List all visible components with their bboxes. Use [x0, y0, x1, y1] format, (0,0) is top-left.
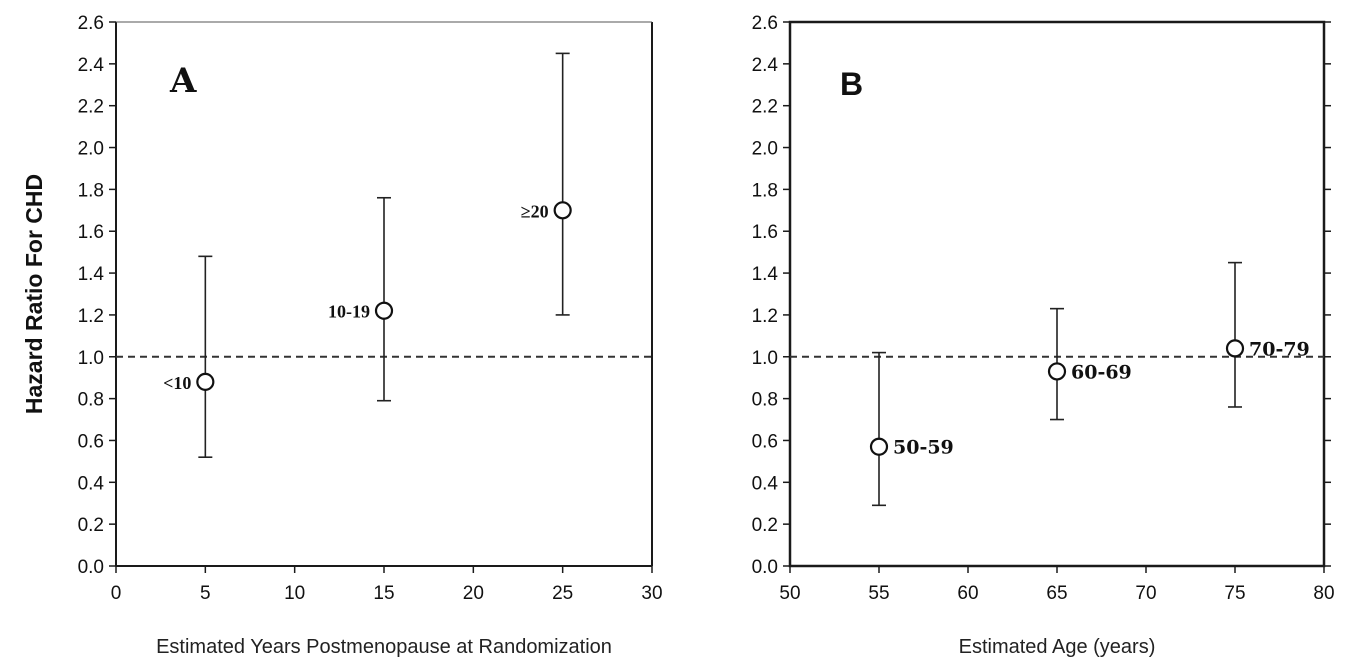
x-tick-label: 5 — [200, 583, 211, 604]
y-tick-label: 2.2 — [752, 97, 778, 118]
x-axis-title: Estimated Years Postmenopause at Randomi… — [156, 636, 612, 658]
y-tick-label: 2.0 — [752, 139, 778, 160]
data-point — [553, 201, 572, 220]
y-tick-label: 1.8 — [752, 180, 778, 201]
y-tick-label: 1.4 — [752, 264, 779, 285]
y-tick-label: 1.0 — [752, 348, 778, 369]
point-label: 50-59 — [893, 437, 954, 459]
data-point — [869, 437, 889, 456]
x-tick-label: 10 — [284, 583, 305, 604]
y-tick-label: 2.6 — [78, 13, 104, 34]
y-tick-label: 1.8 — [78, 180, 104, 201]
y-tick-label: 2.6 — [752, 13, 778, 34]
x-tick-label: 70 — [1135, 583, 1156, 604]
y-tick-label: 1.6 — [78, 222, 104, 243]
y-tick-label: 2.4 — [78, 55, 105, 76]
y-tick-label: 0.4 — [752, 473, 779, 494]
point-label: 60-69 — [1071, 361, 1132, 383]
x-tick-label: 75 — [1224, 583, 1245, 604]
x-tick-label: 80 — [1313, 583, 1334, 604]
y-tick-label: 0.8 — [78, 390, 104, 411]
point-label: <10 — [163, 373, 191, 393]
y-tick-label: 1.0 — [78, 348, 104, 369]
chart-panel-b: 0.0 0.2 0.4 0.6 0.8 1.0 1.2 1.4 1.6 1.8 2.0 2.2 2.4 2… — [752, 13, 1335, 658]
data-point — [1047, 362, 1067, 381]
y-tick-label: 0.0 — [752, 557, 778, 578]
point-label: 10-19 — [328, 302, 370, 322]
y-tick-label: 0.2 — [78, 515, 104, 536]
y-tick-label: 2.4 — [752, 55, 779, 76]
x-tick-label: 60 — [957, 583, 978, 604]
y-tick-label: 1.2 — [78, 306, 104, 327]
x-tick-label: 55 — [868, 583, 889, 604]
point-label: 70-79 — [1249, 338, 1310, 360]
x-tick-label: 15 — [373, 583, 394, 604]
point-label: ≥20 — [521, 201, 549, 221]
x-tick-label: 20 — [463, 583, 484, 604]
data-point — [196, 372, 215, 391]
y-tick-label: 1.4 — [78, 264, 105, 285]
x-tick-label: 65 — [1046, 583, 1067, 604]
y-tick-label: 0.0 — [78, 557, 104, 578]
data-point — [1225, 339, 1245, 358]
y-tick-label: 0.6 — [752, 431, 778, 452]
y-tick-label: 0.4 — [78, 473, 105, 494]
x-tick-label: 0 — [111, 583, 122, 604]
chart-panel-a: 0.0 0.2 0.4 0.6 0.8 1.0 1.2 1.4 1.6 1.8 2.0 2.2 2.4 2… — [21, 13, 663, 658]
panel-letter: A — [169, 61, 197, 101]
y-axis-title: Hazard Ratio For CHD — [21, 174, 47, 414]
y-tick-label: 2.2 — [78, 97, 104, 118]
y-tick-label: 1.2 — [752, 306, 778, 327]
y-tick-label: 0.6 — [78, 431, 104, 452]
panel-letter: B — [840, 66, 863, 102]
x-axis-title: Estimated Age (years) — [959, 636, 1156, 658]
x-tick-label: 25 — [552, 583, 573, 604]
data-point — [374, 301, 394, 320]
x-tick-label: 30 — [641, 583, 662, 604]
y-tick-label: 1.6 — [752, 222, 778, 243]
x-tick-label: 50 — [779, 583, 800, 604]
y-tick-label: 2.0 — [78, 139, 104, 160]
y-tick-label: 0.8 — [752, 390, 778, 411]
plot-frame — [788, 20, 1326, 568]
y-tick-label: 0.2 — [752, 515, 778, 536]
